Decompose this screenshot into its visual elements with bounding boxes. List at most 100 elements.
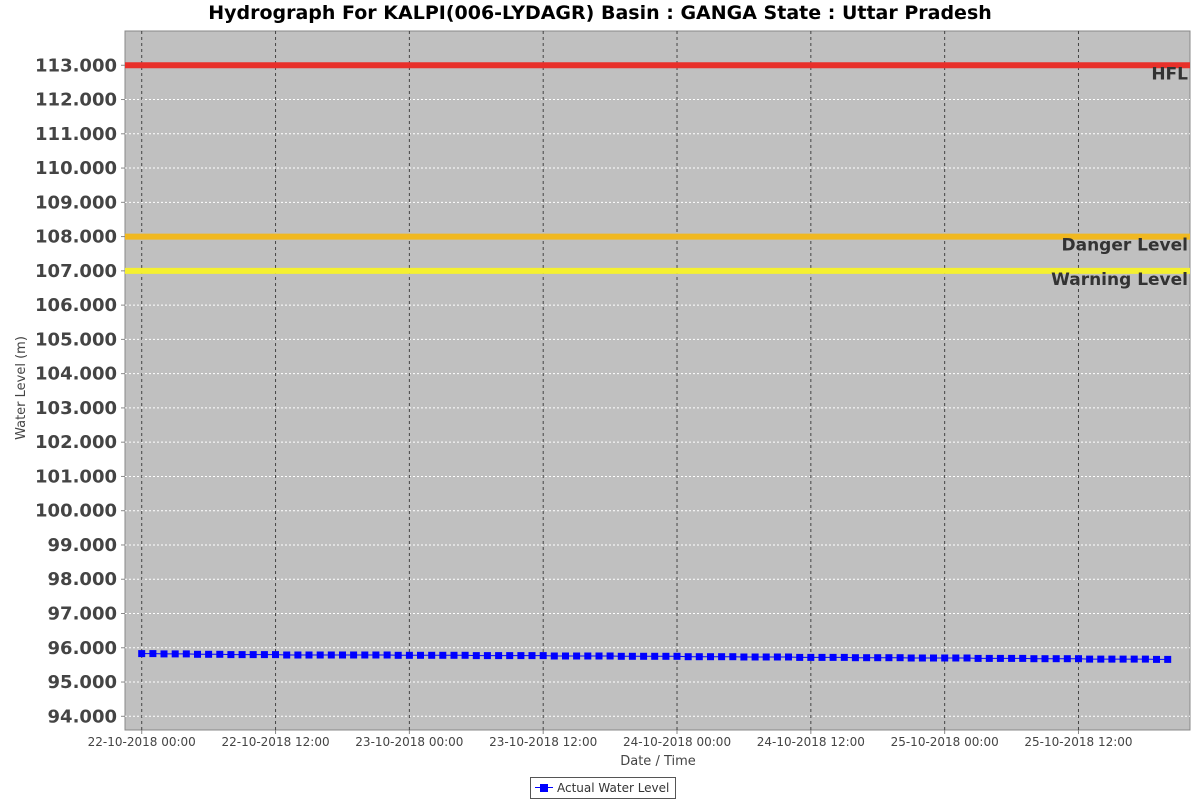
data-point (171, 650, 179, 658)
data-point (874, 654, 882, 662)
y-tick-label: 101.000 (35, 466, 117, 487)
y-tick-label: 96.000 (48, 638, 117, 659)
data-point (807, 653, 815, 661)
data-point (327, 651, 335, 659)
data-point (394, 651, 402, 659)
data-point (1164, 655, 1172, 663)
y-tick-label: 100.000 (35, 501, 117, 522)
y-tick-label: 94.000 (48, 706, 117, 727)
data-point (562, 652, 569, 660)
data-point (472, 652, 480, 660)
data-point (840, 653, 848, 661)
data-point (1108, 655, 1116, 663)
data-point (974, 654, 982, 662)
data-point (205, 650, 213, 658)
legend: Actual Water Level (530, 777, 677, 799)
y-tick-label: 110.000 (35, 158, 117, 179)
data-point (495, 652, 503, 660)
data-point (628, 652, 636, 660)
y-tick-label: 105.000 (35, 329, 117, 350)
data-point (1097, 655, 1105, 663)
y-tick-label: 113.000 (35, 55, 117, 76)
data-point (695, 653, 703, 661)
data-point (885, 654, 893, 662)
data-point (350, 651, 358, 659)
data-point (316, 651, 324, 659)
y-tick-label: 112.000 (35, 90, 117, 111)
data-point (751, 653, 759, 661)
data-point (149, 650, 157, 658)
legend-label: Actual Water Level (557, 781, 670, 795)
data-point (1052, 655, 1060, 663)
data-point (662, 652, 670, 660)
data-point (417, 651, 424, 659)
data-point (584, 652, 592, 660)
data-point (483, 652, 491, 660)
x-tick-label: 24-10-2018 00:00 (623, 735, 731, 749)
y-tick-label: 108.000 (35, 227, 117, 248)
reference-line-label: Warning Level (1051, 270, 1188, 290)
data-point (673, 652, 681, 660)
data-point (773, 653, 781, 661)
data-point (227, 651, 235, 659)
data-point (1153, 655, 1160, 663)
data-point (506, 652, 514, 660)
y-tick-label: 106.000 (35, 295, 117, 316)
x-tick-label: 23-10-2018 12:00 (489, 735, 597, 749)
y-tick-label: 103.000 (35, 398, 117, 419)
plot-area (124, 30, 1191, 731)
y-axis-title: Water Level (m) (14, 336, 29, 440)
legend-swatch (535, 782, 553, 794)
data-point (718, 653, 726, 661)
data-point (272, 651, 279, 659)
data-point (249, 651, 257, 659)
data-point (863, 654, 871, 662)
data-point (985, 654, 993, 662)
data-point (517, 652, 525, 660)
y-tick-label: 109.000 (35, 192, 117, 213)
data-point (941, 654, 949, 662)
data-point (963, 654, 971, 662)
data-point (918, 654, 926, 662)
x-tick-label: 24-10-2018 12:00 (757, 735, 865, 749)
data-point (651, 652, 659, 660)
data-point (595, 652, 603, 660)
data-point (439, 651, 447, 659)
y-tick-label: 102.000 (35, 432, 117, 453)
data-point (216, 650, 224, 658)
data-point (851, 654, 859, 662)
data-point (606, 652, 614, 660)
x-tick-label: 25-10-2018 12:00 (1024, 735, 1132, 749)
data-point (339, 651, 346, 659)
data-point (996, 654, 1004, 662)
data-point (1086, 655, 1094, 663)
data-point (383, 651, 391, 659)
x-tick-label: 23-10-2018 00:00 (355, 735, 463, 749)
data-point (1075, 655, 1082, 663)
data-point (1030, 655, 1038, 663)
data-point (405, 651, 413, 659)
data-point (138, 650, 146, 658)
reference-line-label: HFL (1151, 64, 1188, 84)
data-point (952, 654, 960, 662)
y-tick-label: 98.000 (48, 569, 117, 590)
data-point (1008, 654, 1016, 662)
data-point (294, 651, 302, 659)
data-point (740, 653, 748, 661)
data-point (238, 651, 246, 659)
x-axis-title: Date / Time (620, 754, 696, 769)
data-point (1019, 654, 1027, 662)
legend-marker-icon (540, 784, 548, 792)
data-point (1141, 655, 1149, 663)
data-point (160, 650, 168, 658)
y-tick-label: 99.000 (48, 535, 117, 556)
y-tick-label: 95.000 (48, 672, 117, 693)
data-point (1130, 655, 1138, 663)
y-tick-label: 107.000 (35, 261, 117, 282)
reference-lines: HFL Danger Level Warning Level (125, 62, 1190, 290)
chart-title: Hydrograph For KALPI(006-LYDAGR) Basin :… (208, 2, 992, 24)
data-point (1041, 655, 1049, 663)
data-point (896, 654, 904, 662)
data-point (707, 653, 714, 661)
x-tick-label: 25-10-2018 00:00 (891, 735, 999, 749)
